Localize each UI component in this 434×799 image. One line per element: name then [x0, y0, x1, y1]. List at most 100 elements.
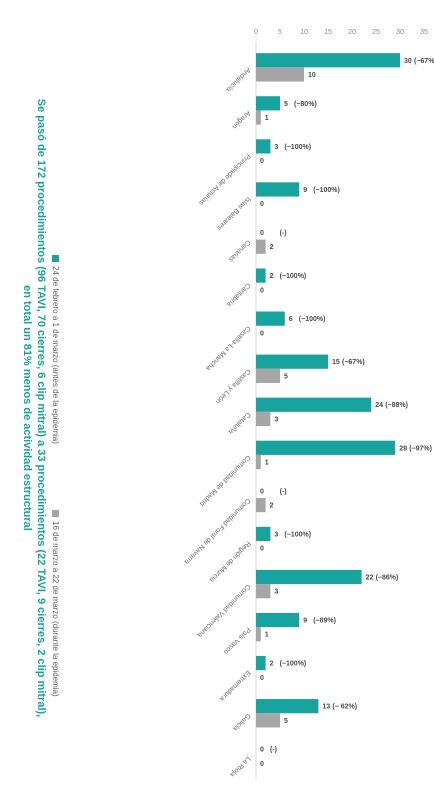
percent-change-label: (−100%)	[284, 144, 311, 151]
value-label-during: 0	[260, 546, 264, 553]
value-label-before: 3	[274, 531, 278, 538]
bar-before-epidemic	[256, 268, 266, 283]
percent-change-label: (− 62%)	[332, 704, 357, 711]
bar-before-epidemic	[256, 440, 396, 455]
category-label: Comunidad de Madrid	[198, 453, 252, 507]
value-tick-label: 0	[254, 29, 258, 36]
value-label-before: 15	[332, 359, 340, 366]
caption-line-1: Se pasó de 172 procedimientos (96 TAVI, …	[35, 99, 47, 717]
value-label-before: 0	[260, 747, 264, 754]
legend-label-during: 16 de marzo a 22 de marzo (durante la ep…	[51, 521, 60, 697]
percent-change-label: (−86%)	[376, 574, 399, 581]
bar-before-epidemic	[256, 699, 319, 714]
value-label-before: 9	[303, 618, 307, 625]
bar-before-epidemic	[255, 526, 271, 542]
bar-before-epidemic	[255, 612, 300, 628]
bar-before-epidemic	[256, 655, 266, 671]
percent-change-label: (−67%)	[342, 359, 365, 366]
percent-change-label: (−88%)	[385, 402, 408, 409]
legend-swatch-during	[52, 510, 59, 517]
category-label: Islas Baleares	[215, 195, 251, 231]
percent-change-label: (-)	[280, 488, 287, 495]
value-tick-label: 15	[324, 29, 332, 36]
value-tick-label: 5	[278, 29, 282, 36]
bar-during-epidemic	[256, 110, 261, 125]
bar-before-epidemic	[256, 354, 328, 369]
value-label-before: 29	[399, 445, 407, 452]
category-label: Castilla-La Mancha	[204, 324, 251, 371]
category-label: País Vasco	[222, 626, 252, 656]
value-label-before: 30	[404, 58, 412, 65]
value-label-during: 3	[274, 589, 278, 596]
bar-during-epidemic	[256, 454, 261, 470]
value-label-during: 0	[260, 158, 264, 165]
bar-during-epidemic	[255, 584, 271, 599]
value-label-during: 0	[260, 330, 264, 337]
bar-during-epidemic	[256, 368, 280, 383]
value-label-during: 0	[260, 675, 264, 682]
category-label: La Rioja	[228, 755, 251, 778]
value-label-during: 3	[274, 416, 278, 423]
value-label-before: 3	[274, 144, 278, 151]
value-label-during: 0	[260, 761, 264, 768]
category-label: Cantabria	[225, 281, 251, 307]
category-label: Canarias	[226, 238, 251, 263]
value-label-during: 2	[270, 503, 274, 510]
bars	[255, 53, 400, 728]
value-label-during: 10	[308, 72, 316, 79]
value-label-during: 5	[284, 373, 288, 380]
bar-during-epidemic	[256, 713, 280, 728]
percent-change-label: (−80%)	[294, 101, 317, 108]
category-label: Andalucía	[224, 66, 251, 93]
legend-label-before: 24 de febrero a 1 de marzo (antes de la …	[51, 266, 60, 444]
value-label-before: 5	[284, 101, 288, 108]
value-label-during: 1	[265, 632, 269, 639]
caption: Se pasó de 172 procedimientos (96 TAVI, …	[21, 99, 47, 717]
bar-before-epidemic	[256, 311, 285, 326]
value-label-before: 0	[260, 488, 264, 495]
percent-change-label: (−97%)	[409, 445, 432, 452]
bar-during-epidemic	[256, 627, 261, 642]
bar-before-epidemic	[256, 397, 372, 412]
percent-change-label: (−100%)	[299, 316, 326, 323]
value-label-during: 1	[265, 115, 269, 122]
value-tick-label: 25	[372, 29, 380, 36]
category-label: Galicia	[231, 712, 251, 732]
category-label: Castilla y León	[214, 367, 251, 404]
percent-change-label: (−100%)	[280, 273, 307, 280]
bar-before-epidemic	[255, 182, 300, 197]
value-tick-label: 10	[300, 29, 308, 36]
value-tick-label: 35	[420, 29, 428, 36]
value-label-during: 0	[260, 201, 264, 208]
bar-during-epidemic	[256, 497, 266, 513]
value-label-during: 1	[265, 460, 269, 467]
bar-before-epidemic	[256, 569, 362, 585]
category-label: Región de Murcia	[208, 540, 252, 584]
legend: 24 de febrero a 1 de marzo (antes de la …	[51, 255, 60, 697]
percent-change-label: (-)	[270, 747, 277, 754]
value-label-during: 0	[260, 287, 264, 294]
percent-change-label: (−67%)	[414, 58, 434, 65]
category-label: Cataluña	[227, 410, 252, 435]
bar-before-epidemic	[256, 96, 280, 111]
value-tick-label: 30	[396, 29, 404, 36]
percent-change-label: (−100%)	[280, 661, 307, 668]
value-tick-label: 20	[348, 29, 356, 36]
caption-line-2: en total un 81% menos de actividad estru…	[21, 285, 33, 531]
category-label: Extremadura	[218, 669, 251, 702]
value-label-before: 24	[375, 402, 383, 409]
category-label: Aragón	[231, 109, 252, 130]
bar-during-epidemic	[255, 411, 271, 427]
percent-change-label: (−89%)	[313, 618, 336, 625]
value-label-before: 0	[260, 230, 264, 237]
bar-during-epidemic	[256, 67, 304, 82]
value-label-during: 5	[284, 718, 288, 725]
legend-swatch-before	[52, 255, 59, 262]
bar-during-epidemic	[256, 239, 266, 254]
percent-change-label: (-)	[280, 230, 287, 237]
value-label-before: 13	[322, 704, 330, 711]
value-label-before: 9	[303, 187, 307, 194]
